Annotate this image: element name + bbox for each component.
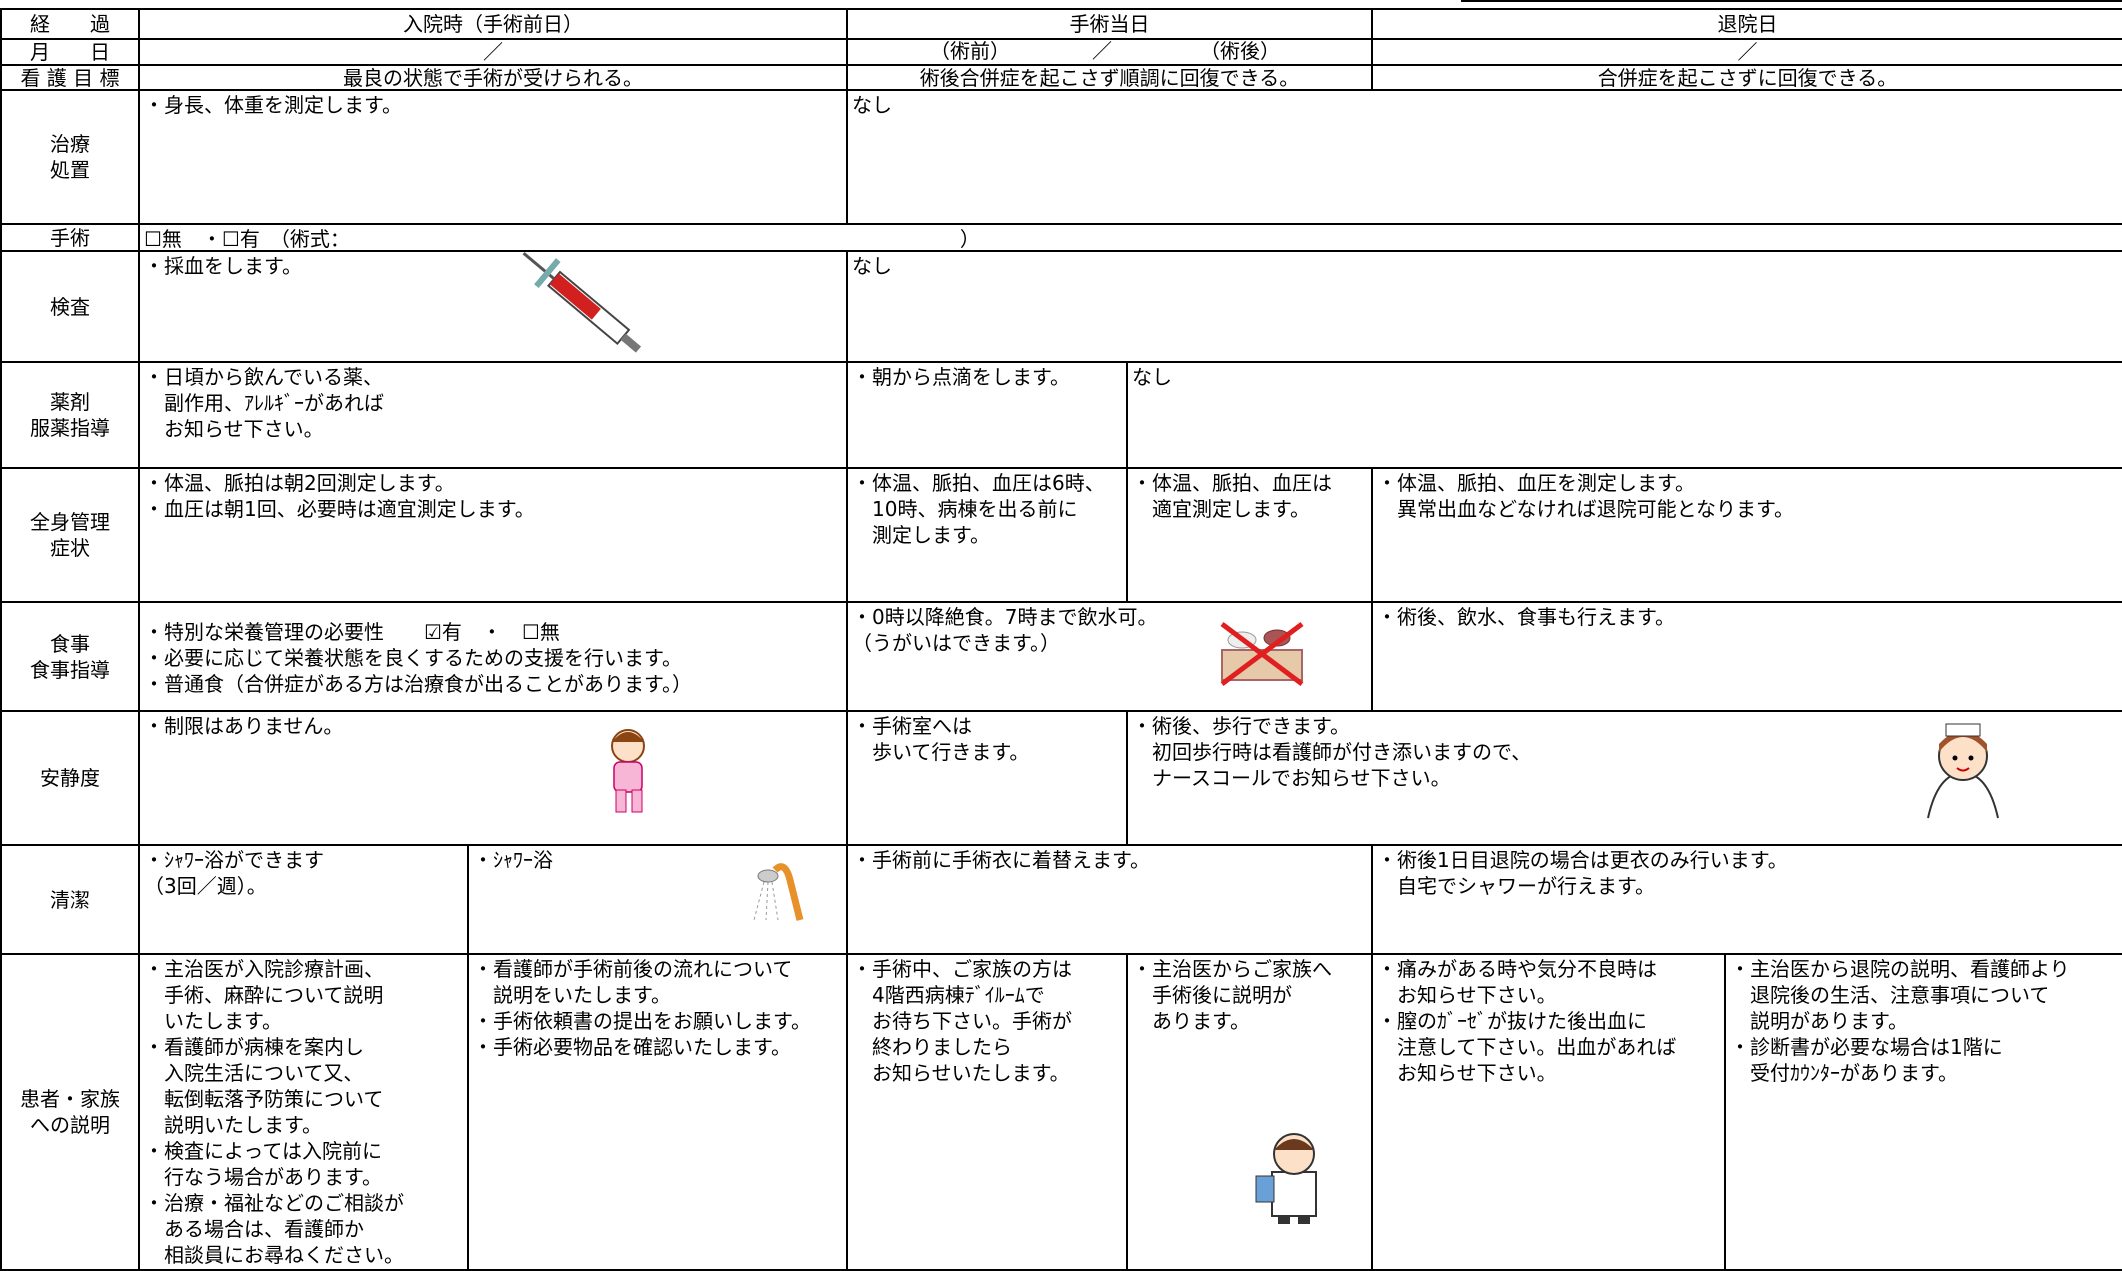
- text-cell: ・看護師が手術前後の流れについて 説明をいたします。 ・手術依頼書の提出をお願い…: [467, 953, 848, 1271]
- text-cell: ・体温、脈拍、血圧は 適宜測定します。: [1126, 467, 1373, 603]
- row-label: 清潔: [0, 844, 140, 955]
- column-header: 手術当日: [846, 8, 1373, 40]
- row-label: 患者・家族 への説明: [0, 953, 140, 1271]
- column-header: 入院時（手術前日）: [138, 8, 848, 40]
- text-cell: ・日頃から飲んでいる薬、 副作用、ｱﾚﾙｷﾞｰがあれば お知らせ下さい。: [138, 361, 848, 469]
- row-label: 薬剤 服薬指導: [0, 361, 140, 469]
- text-cell: ・手術前に手術衣に着替えます。: [846, 844, 1373, 955]
- row-label: 看 護 目 標: [0, 64, 140, 91]
- text-cell: ・痛みがある時や気分不良時は お知らせ下さい。 ・膣のｶﾞｰｾﾞが抜けた後出血に…: [1371, 953, 1726, 1271]
- text-cell: ・体温、脈拍は朝2回測定します。 ・血圧は朝1回、必要時は適宜測定します。: [138, 467, 848, 603]
- text-cell: ☐無 ・☐有 （術式： ）: [138, 223, 2122, 252]
- goal-cell: 最良の状態で手術が受けられる。: [138, 64, 848, 91]
- goal-cell: 術後合併症を起こさず順調に回復できる。: [846, 64, 1373, 91]
- date-part: ／: [1092, 39, 1112, 63]
- text-cell: ・体温、脈拍、血圧を測定します。 異常出血などなければ退院可能となります。: [1371, 467, 2122, 603]
- text-cell: なし: [846, 89, 2122, 225]
- row-label: 手術: [0, 223, 140, 252]
- text-cell: ・ｼｬﾜｰ浴ができます （3回／週）。: [138, 844, 469, 955]
- text-cell: ・採血をします。: [138, 250, 848, 363]
- date-part: （術前）: [930, 39, 1010, 63]
- text-cell: ・制限はありません。: [138, 710, 848, 846]
- goal-cell: 合併症を起こさずに回復できる。: [1371, 64, 2122, 91]
- row-label: 食事 食事指導: [0, 601, 140, 712]
- text-cell: ・手術室へは 歩いて行きます。: [846, 710, 1128, 846]
- rule: [1461, 0, 2122, 2]
- text-cell: ・主治医からご家族へ 手術後に説明が あります。: [1126, 953, 1373, 1271]
- text-cell: ・主治医から退院の説明、看護師より 退院後の生活、注意事項について 説明がありま…: [1724, 953, 2122, 1271]
- row-label: 安静度: [0, 710, 140, 846]
- date-cell: ／: [1371, 38, 2122, 66]
- text-cell: ・ｼｬﾜｰ浴: [467, 844, 848, 955]
- row-label: 全身管理 症状: [0, 467, 140, 603]
- text-cell: ・0時以降絶食。7時まで飲水可。 （うがいはできます。）: [846, 601, 1373, 712]
- text-cell: ・身長、体重を測定します。: [138, 89, 848, 225]
- text-cell: ・術後、歩行できます。 初回歩行時は看護師が付き添いますので、 ナースコールでお…: [1126, 710, 2122, 846]
- date-part: （術後）: [1200, 39, 1280, 63]
- text-cell: ・主治医が入院診療計画、 手術、麻酔について説明 いたします。 ・看護師が病棟を…: [138, 953, 469, 1271]
- text-cell: なし: [846, 250, 2122, 363]
- text-cell: ・術後、飲水、食事も行えます。: [1371, 601, 2122, 712]
- text-cell: ・手術中、ご家族の方は 4階西病棟ﾃﾞｲﾙｰﾑで お待ち下さい。手術が 終わりま…: [846, 953, 1128, 1271]
- text-cell: ・特別な栄養管理の必要性 ☑有 ・ ☐無 ・必要に応じて栄養状態を良くするための…: [138, 601, 848, 712]
- row-label: 経 過: [0, 8, 140, 40]
- row-label: 月 日: [0, 38, 140, 66]
- column-header: 退院日: [1371, 8, 2122, 40]
- date-cell: ／: [138, 38, 848, 66]
- text-cell: ・朝から点滴をします。: [846, 361, 1128, 469]
- row-label: 治療 処置: [0, 89, 140, 225]
- text-cell: ・術後1日目退院の場合は更衣のみ行います。 自宅でシャワーが行えます。: [1371, 844, 2122, 955]
- text-cell: なし: [1126, 361, 2122, 469]
- text-cell: ・体温、脈拍、血圧は6時、 10時、病棟を出る前に 測定します。: [846, 467, 1128, 603]
- row-label: 検査: [0, 250, 140, 363]
